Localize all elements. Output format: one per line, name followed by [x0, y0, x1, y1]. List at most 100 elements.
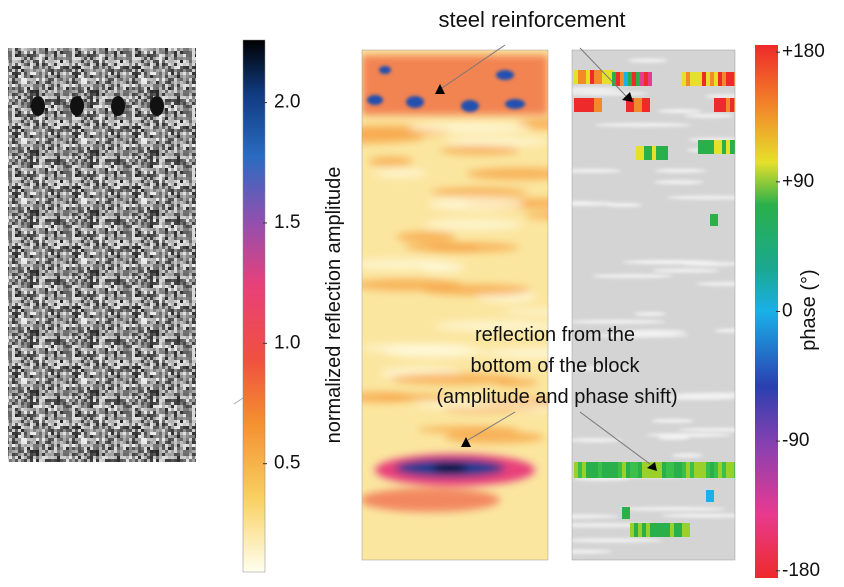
- phase-cell: [578, 98, 582, 112]
- annotation: bottom of the block: [471, 355, 641, 377]
- wave: [714, 329, 754, 333]
- amplitude-colorbar: [243, 40, 265, 572]
- phase-cell: [636, 72, 640, 86]
- wave: [628, 59, 668, 63]
- phase-cell: [638, 523, 642, 537]
- phase-cell: [630, 523, 634, 537]
- phase-cell: [658, 462, 662, 478]
- phase-cell: [614, 462, 618, 478]
- phase-cell: [710, 214, 714, 226]
- phase-cell: [674, 462, 678, 478]
- amplitude-map: [301, 50, 607, 560]
- phase-cell: [574, 462, 578, 478]
- phase-cell: [598, 70, 602, 84]
- band: [440, 145, 520, 155]
- phase-colorbar: [755, 45, 778, 578]
- phase-cell: [670, 462, 674, 478]
- wave: [559, 538, 663, 542]
- wave: [705, 94, 749, 98]
- tick-label: 0.5: [274, 453, 300, 474]
- phase-cell: [638, 98, 642, 112]
- phase-cell: [666, 462, 670, 478]
- wave: [672, 453, 703, 457]
- phase-cell: [660, 146, 664, 160]
- phase-cell: [686, 72, 690, 86]
- wave: [667, 196, 751, 200]
- phase-cell: [632, 72, 636, 86]
- phase-cell: [658, 523, 662, 537]
- phase-cell: [718, 140, 722, 154]
- phase-cell: [644, 146, 648, 160]
- phase-cell: [666, 523, 670, 537]
- phase-cell: [726, 462, 730, 478]
- phase-cell: [648, 72, 652, 86]
- phase-cell: [582, 70, 586, 84]
- phase-cell: [662, 523, 666, 537]
- phase-cell: [706, 140, 710, 154]
- phase-cell: [734, 72, 738, 86]
- phase-axis-label: phase (°): [798, 269, 820, 350]
- phase-cell: [714, 214, 718, 226]
- phase-cell: [730, 72, 734, 86]
- phase-cell: [662, 462, 666, 478]
- phase-cell: [710, 72, 714, 86]
- band: [409, 122, 530, 133]
- wave: [551, 87, 622, 91]
- phase-cell: [594, 462, 598, 478]
- wave: [544, 550, 612, 554]
- wave: [595, 123, 692, 127]
- phase-map: [532, 50, 784, 560]
- phase-cell: [578, 462, 582, 478]
- phase-cell: [642, 462, 646, 478]
- phase-cell: [718, 98, 722, 112]
- wave: [684, 114, 733, 118]
- phase-cell: [634, 523, 638, 537]
- phase-cell: [642, 98, 646, 112]
- phase-cell: [690, 462, 694, 478]
- phase-cell: [654, 523, 658, 537]
- band: [359, 344, 470, 353]
- phase-cell: [622, 462, 626, 478]
- phase-cell: [582, 462, 586, 478]
- band: [375, 169, 427, 178]
- phase-cell: [646, 523, 650, 537]
- phase-cell: [722, 462, 726, 478]
- phase-cell: [610, 462, 614, 478]
- phase-cell: [730, 140, 734, 154]
- phase-cell: [652, 146, 656, 160]
- band: [445, 137, 550, 146]
- phase-cell: [734, 140, 738, 154]
- phase-cell: [734, 462, 738, 478]
- phase-cell: [722, 98, 726, 112]
- title: steel reinforcement: [438, 7, 625, 32]
- phase-cell: [590, 462, 594, 478]
- phase-cell: [726, 98, 730, 112]
- phase-cell: [640, 72, 644, 86]
- band: [425, 219, 522, 230]
- tick-label: 1.0: [274, 332, 300, 353]
- phase-cell: [734, 98, 738, 112]
- phase-cell: [698, 140, 702, 154]
- phase-cell: [702, 72, 706, 86]
- annotation: reflection from the: [475, 324, 635, 346]
- band: [417, 426, 519, 434]
- phase-cell: [714, 140, 718, 154]
- phase-cell: [586, 70, 590, 84]
- phase-cell: [650, 523, 654, 537]
- wave: [658, 109, 702, 113]
- phase-cell: [640, 146, 644, 160]
- phase-cell: [624, 72, 628, 86]
- phase-cell: [710, 490, 714, 502]
- wave: [634, 312, 665, 316]
- wave: [566, 91, 647, 95]
- phase-cell: [678, 523, 682, 537]
- wave: [568, 438, 623, 442]
- tick-label: +180: [782, 41, 825, 62]
- phase-cell: [598, 462, 602, 478]
- phase-cell: [710, 140, 714, 154]
- phase-cell: [578, 70, 582, 84]
- wave: [592, 274, 673, 278]
- band: [396, 231, 456, 242]
- phase-cell: [656, 146, 660, 160]
- phase-cell: [682, 523, 686, 537]
